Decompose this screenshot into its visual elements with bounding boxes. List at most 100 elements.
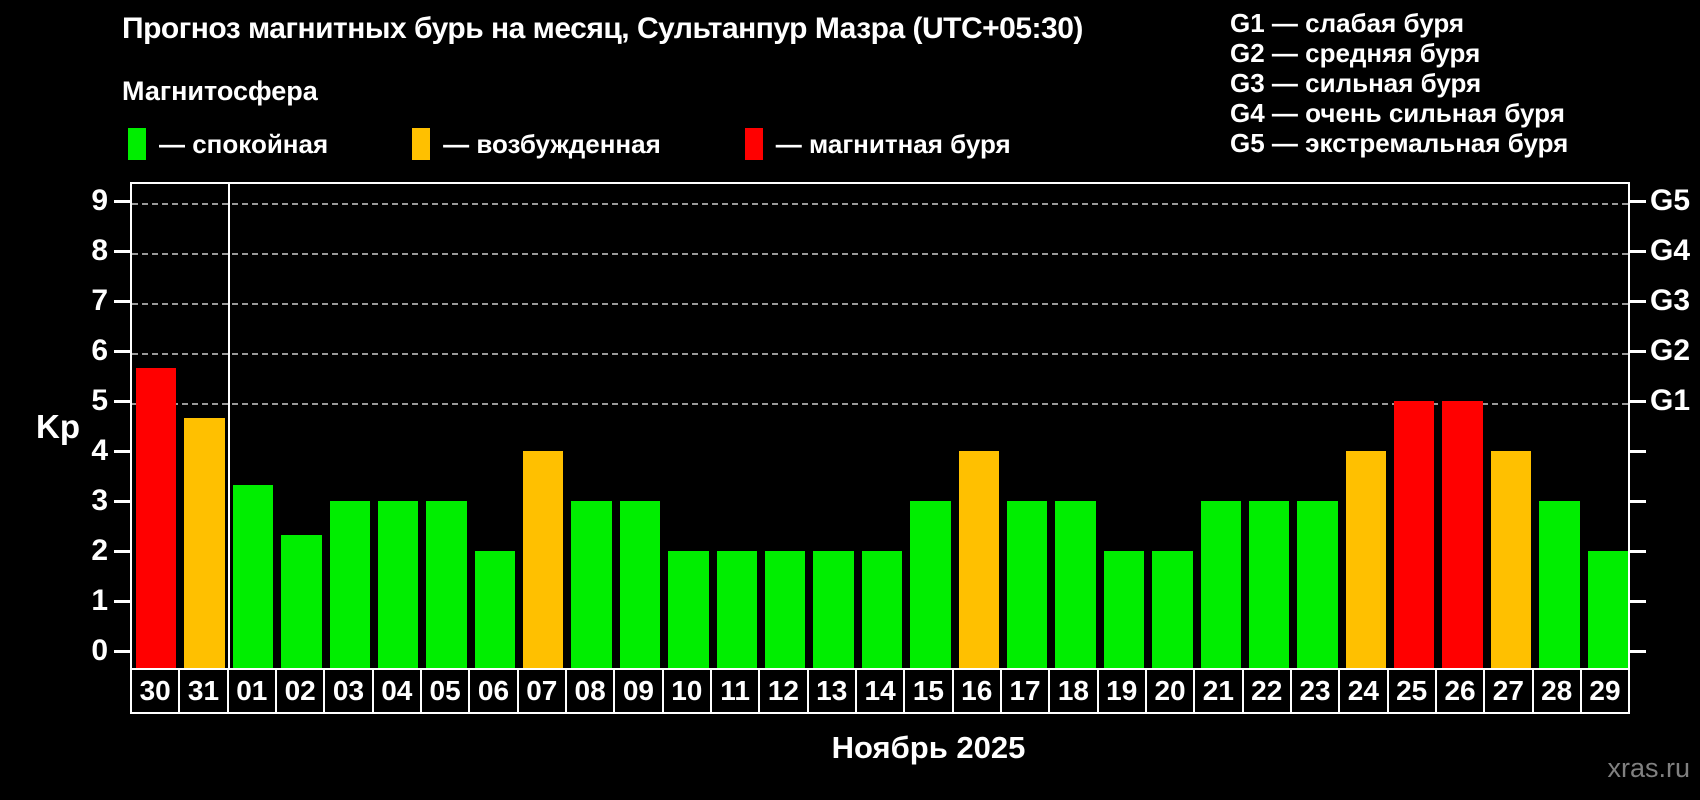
- left-tick-9: [114, 200, 130, 203]
- kp-bar-day-21: [1200, 501, 1241, 668]
- kp-bar-day-27: [1490, 451, 1532, 668]
- page-title: Прогноз магнитных бурь на месяц, Сультан…: [122, 12, 1083, 45]
- g-scale-label-G3: G3: [1650, 284, 1691, 317]
- kp-bar-day-31: [184, 417, 225, 668]
- g-scale-label-G5: G5: [1650, 184, 1691, 217]
- y-tick-label-2: 2: [91, 534, 108, 567]
- quiet-color-swatch: [128, 128, 146, 160]
- y-tick-label-1: 1: [91, 584, 108, 617]
- g-scale-label-G1: G1: [1650, 384, 1691, 417]
- day-cell-27: 27: [1483, 668, 1534, 714]
- kp-bar-day-20: [1152, 551, 1193, 668]
- gridline-kp-8: [132, 253, 1628, 255]
- kp-bar-day-28: [1539, 501, 1580, 668]
- kp-bar-day-01: [232, 484, 274, 668]
- g-legend-line: G4 — очень сильная буря: [1230, 98, 1565, 128]
- plot-area: [130, 182, 1630, 668]
- day-cell-25: 25: [1386, 668, 1437, 714]
- g-scale-legend: G1 — слабая буря G2 — средняя буря G3 — си…: [1230, 8, 1568, 158]
- right-tick-9: [1630, 200, 1646, 203]
- y-tick-label-3: 3: [91, 484, 108, 517]
- day-cell-14: 14: [854, 668, 906, 714]
- right-tick-1: [1630, 600, 1646, 603]
- day-cell-12: 12: [758, 668, 809, 714]
- right-tick-8: [1630, 250, 1646, 253]
- gridline-kp-6: [132, 353, 1628, 355]
- magnetosphere-subtitle: Магнитосфера: [122, 76, 318, 106]
- day-cell-23: 23: [1289, 668, 1341, 714]
- legend-label-storm: — магнитная буря: [775, 128, 1011, 159]
- legend-item-storm: — магнитная буря: [744, 128, 1011, 160]
- day-cell-18: 18: [1048, 668, 1099, 714]
- day-cell-10: 10: [661, 668, 712, 714]
- month-separator-line: [227, 184, 230, 668]
- day-cell-04: 04: [371, 668, 422, 714]
- kp-bar-day-29: [1587, 551, 1628, 668]
- kp-bar-day-07: [523, 451, 564, 668]
- left-tick-8: [114, 250, 130, 253]
- right-tick-5: [1630, 400, 1646, 403]
- left-tick-2: [114, 550, 130, 553]
- kp-bar-day-05: [426, 501, 467, 668]
- kp-bar-day-15: [910, 501, 951, 668]
- day-cell-02: 02: [274, 668, 326, 714]
- g-scale-label-G2: G2: [1650, 334, 1691, 367]
- kp-bar-day-10: [668, 551, 709, 668]
- y-tick-label-4: 4: [91, 434, 108, 467]
- legend-item-quiet: — спокойная: [128, 128, 328, 160]
- kp-bar-day-11: [716, 551, 758, 668]
- y-tick-label-8: 8: [91, 234, 108, 267]
- gridline-kp-9: [132, 203, 1628, 205]
- legend-label-excited: — возбужденная: [443, 128, 661, 159]
- day-cell-28: 28: [1531, 668, 1582, 714]
- kp-bar-day-13: [813, 551, 854, 668]
- legend-item-excited: — возбужденная: [412, 128, 661, 160]
- day-cell-01: 01: [226, 668, 277, 714]
- day-cell-24: 24: [1338, 668, 1389, 714]
- watermark: xras.ru: [1607, 753, 1690, 783]
- day-cell-03: 03: [323, 668, 374, 714]
- right-tick-3: [1630, 500, 1646, 503]
- day-cell-16: 16: [951, 668, 1002, 714]
- g-legend-line: G2 — средняя буря: [1230, 38, 1481, 68]
- kp-bar-day-03: [329, 501, 370, 668]
- y-axis-title: Kp: [36, 408, 80, 445]
- left-tick-6: [114, 350, 130, 353]
- day-cell-30: 30: [130, 668, 181, 714]
- month-label: Ноябрь 2025: [831, 730, 1026, 765]
- kp-bar-day-25: [1394, 401, 1435, 668]
- right-tick-6: [1630, 350, 1646, 353]
- day-cell-05: 05: [419, 668, 471, 714]
- day-cell-31: 31: [178, 668, 229, 714]
- g-scale-label-G4: G4: [1650, 234, 1691, 267]
- left-tick-5: [114, 400, 130, 403]
- right-tick-2: [1630, 550, 1646, 553]
- day-cell-17: 17: [999, 668, 1051, 714]
- legend-label-quiet: — спокойная: [159, 128, 329, 159]
- kp-bar-day-02: [281, 534, 322, 668]
- kp-bar-day-16: [958, 451, 999, 668]
- day-cell-08: 08: [564, 668, 616, 714]
- day-cell-13: 13: [806, 668, 857, 714]
- g-legend-line: G3 — сильная буря: [1230, 68, 1482, 98]
- kp-bar-day-26: [1442, 401, 1483, 668]
- right-tick-7: [1630, 300, 1646, 303]
- y-tick-label-7: 7: [91, 284, 108, 317]
- gridline-kp-5: [132, 403, 1628, 405]
- kp-bar-day-24: [1345, 451, 1387, 668]
- kp-bar-day-19: [1103, 551, 1145, 668]
- status-legend: — спокойная — возбужденная — магнитная бур…: [128, 128, 1011, 160]
- kp-bar-day-22: [1248, 501, 1290, 668]
- y-tick-label-6: 6: [91, 334, 108, 367]
- g-legend-line: G5 — экстремальная буря: [1230, 128, 1569, 158]
- day-cell-09: 09: [613, 668, 664, 714]
- left-tick-0: [114, 650, 130, 653]
- left-tick-1: [114, 600, 130, 603]
- left-tick-7: [114, 300, 130, 303]
- day-cell-15: 15: [903, 668, 954, 714]
- y-tick-label-0: 0: [91, 634, 108, 667]
- day-cell-06: 06: [468, 668, 519, 714]
- kp-bar-day-17: [1006, 501, 1048, 668]
- left-tick-4: [114, 450, 130, 453]
